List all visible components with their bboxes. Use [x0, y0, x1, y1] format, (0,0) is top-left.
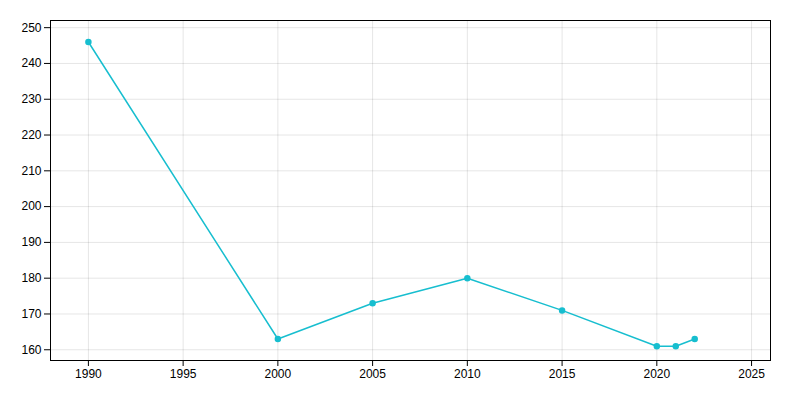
svg-text:160: 160 [21, 343, 41, 357]
svg-text:250: 250 [21, 20, 41, 34]
svg-text:2010: 2010 [454, 367, 481, 381]
svg-text:200: 200 [21, 199, 41, 213]
svg-text:1995: 1995 [170, 367, 197, 381]
svg-text:2015: 2015 [549, 367, 576, 381]
svg-text:170: 170 [21, 307, 41, 321]
svg-text:2025: 2025 [738, 367, 765, 381]
svg-text:180: 180 [21, 271, 41, 285]
svg-text:190: 190 [21, 235, 41, 249]
svg-text:1990: 1990 [75, 367, 102, 381]
svg-text:2020: 2020 [643, 367, 670, 381]
svg-text:220: 220 [21, 128, 41, 142]
svg-text:2000: 2000 [265, 367, 292, 381]
svg-text:210: 210 [21, 164, 41, 178]
svg-text:230: 230 [21, 92, 41, 106]
svg-text:240: 240 [21, 56, 41, 70]
svg-text:2005: 2005 [359, 367, 386, 381]
